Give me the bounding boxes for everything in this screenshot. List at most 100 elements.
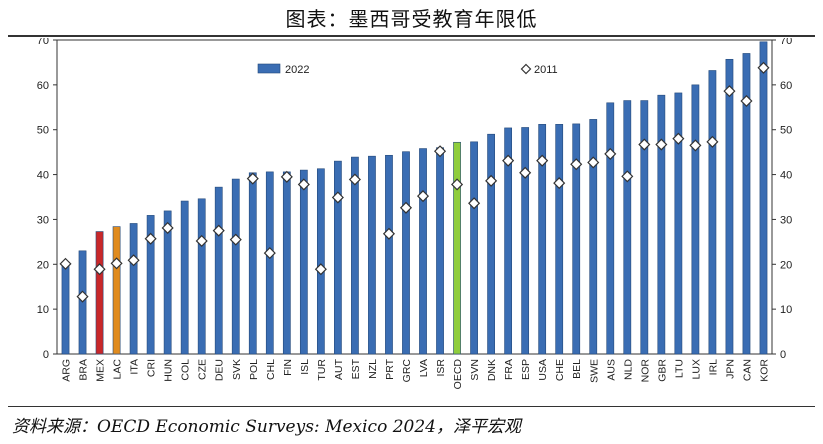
bar-2022-chl <box>265 171 274 355</box>
bar-2022-gbr <box>657 94 666 355</box>
marker-2011-ita <box>127 254 140 267</box>
x-tick-label-ita: ITA <box>129 359 141 375</box>
x-tick-label-est: EST <box>350 358 362 379</box>
y-tick-label-left: 70 <box>37 38 49 47</box>
x-tick-label-deu: DEU <box>214 359 226 381</box>
x-tick-label-swe: SWE <box>588 359 600 383</box>
marker-2011-chl <box>263 247 276 260</box>
x-tick-label-che: CHE <box>554 359 566 381</box>
x-tick-label-dnk: DNK <box>486 359 498 381</box>
bar-2022-cze <box>197 198 206 355</box>
x-tick-label-jpn: JPN <box>724 359 736 379</box>
x-tick-label-prt: PRT <box>384 358 396 379</box>
x-tick-label-esp: ESP <box>520 359 532 380</box>
marker-2011-lac <box>110 257 123 270</box>
legend-marker-2011 <box>520 63 532 75</box>
bar-2022-prt <box>385 154 393 355</box>
x-tick-label-isr: ISR <box>435 359 447 377</box>
footer-divider <box>8 406 815 407</box>
marker-2011-grc <box>399 201 413 214</box>
marker-2011-nor <box>638 138 651 151</box>
bar-2022-tur <box>316 168 325 355</box>
marker-2011-cze <box>195 234 208 248</box>
marker-2011-usa <box>536 154 549 167</box>
y-tick-label-right: 20 <box>780 259 792 271</box>
plot-frame <box>56 39 773 355</box>
legend-swatch-2022 <box>257 63 281 74</box>
x-tick-label-svk: SVK <box>231 359 243 380</box>
marker-2011-svk <box>229 233 242 246</box>
marker-2011-tur <box>314 263 327 276</box>
marker-2011-deu <box>212 224 225 237</box>
marker-2011-fin <box>280 170 293 183</box>
x-tick-label-hun: HUN <box>163 359 175 382</box>
bar-2022-kor <box>759 41 768 355</box>
bar-2022-fra <box>504 127 513 355</box>
marker-2011-can <box>740 94 753 108</box>
x-tick-label-ltu: LTU <box>673 359 685 378</box>
x-tick-label-lux: LUX <box>690 359 702 379</box>
bar-2022-ltu <box>674 92 683 355</box>
x-tick-label-cri: CRI <box>146 359 158 377</box>
bar-2022-che <box>555 124 564 355</box>
bar-2022-ita <box>129 223 138 355</box>
y-tick-label-right: 70 <box>780 38 792 47</box>
marker-2011-svn <box>468 197 481 210</box>
marker-2011-irl <box>706 135 719 148</box>
x-tick-label-nor: NOR <box>639 359 651 383</box>
marker-2011-lva <box>416 190 430 203</box>
marker-2011-bel <box>570 158 583 171</box>
y-tick-label-right: 40 <box>780 170 792 182</box>
bar-2022-fin <box>282 171 291 355</box>
y-tick-label-right: 10 <box>780 304 792 316</box>
marker-2011-mex <box>93 263 106 276</box>
marker-2011-est <box>348 173 361 186</box>
marker-2011-isr <box>433 145 447 158</box>
marker-2011-hun <box>161 221 174 234</box>
bar-2022-oecd <box>453 141 461 355</box>
x-tick-label-usa: USA <box>537 359 549 381</box>
bar-2022-usa <box>538 124 547 355</box>
x-tick-label-aut: AUT <box>333 358 345 380</box>
x-tick-label-nzl: NZL <box>367 359 379 379</box>
x-tick-label-svn: SVN <box>469 359 481 381</box>
marker-2011-nld <box>621 170 634 183</box>
y-tick-label-right: 60 <box>780 80 792 92</box>
marker-2011-fra <box>502 154 515 167</box>
marker-2011-kor <box>757 61 770 74</box>
marker-2011-cri <box>144 232 157 245</box>
bar-2022-nor <box>640 100 649 355</box>
bar-2022-lva <box>419 148 427 355</box>
y-tick-label-right: 30 <box>780 214 792 226</box>
bar-2022-aut <box>334 160 342 355</box>
x-tick-label-oecd: OECD <box>452 359 464 390</box>
x-tick-label-nld: NLD <box>622 359 634 380</box>
y-tick-label-left: 10 <box>37 304 49 316</box>
y-tick-label-right: 0 <box>780 349 786 361</box>
marker-2011-oecd <box>451 178 464 191</box>
bar-2022-swe <box>589 119 598 355</box>
x-tick-label-lva: LVA <box>418 359 430 377</box>
x-tick-label-grc: GRC <box>401 359 413 383</box>
x-tick-label-isl: ISL <box>299 359 311 375</box>
x-tick-label-lac: LAC <box>112 359 124 380</box>
title-divider <box>8 35 815 37</box>
source-note: 资料来源：OECD Economic Surveys: Mexico 2024，… <box>12 417 521 437</box>
bar-2022-deu <box>214 186 223 355</box>
y-tick-label-left: 40 <box>37 170 49 182</box>
x-tick-label-tur: TUR <box>316 359 328 381</box>
marker-2011-prt <box>382 227 396 240</box>
bar-2022-pol <box>248 172 257 355</box>
bar-2022-hun <box>163 210 172 355</box>
marker-2011-isl <box>297 178 310 191</box>
bar-2022-isl <box>299 169 308 355</box>
bar-2022-aus <box>606 102 615 355</box>
marker-2011-che <box>553 177 566 190</box>
marker-2011-lux <box>689 139 702 152</box>
x-tick-label-chl: CHL <box>265 359 277 380</box>
x-tick-label-kor: KOR <box>758 359 770 382</box>
y-tick-label-left: 0 <box>43 349 49 361</box>
x-tick-label-aus: AUS <box>605 359 617 381</box>
bar-2022-isr <box>436 147 444 355</box>
bar-2022-jpn <box>725 58 734 355</box>
